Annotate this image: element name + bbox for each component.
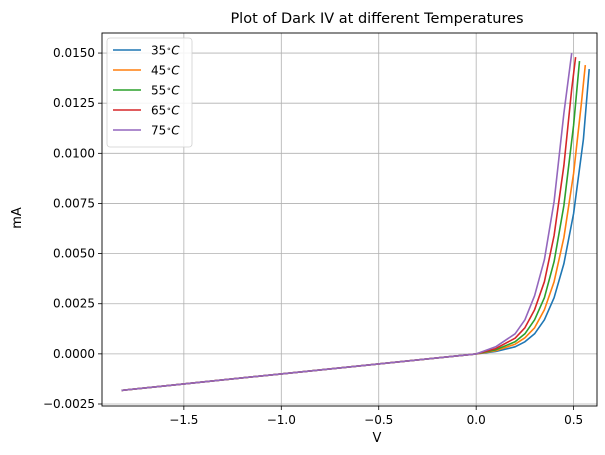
- legend-label-value: 75: [151, 124, 166, 138]
- x-axis-ticks: −1.5 −1.0 −0.5 0.0 0.5: [169, 406, 583, 427]
- legend-label-unit: C: [171, 64, 180, 78]
- y-tick-label: 0.0025: [53, 297, 95, 311]
- y-axis-ticks: −0.0025 0.0000 0.0025 0.0050 0.0075 0.0100 0.0…: [43, 46, 102, 411]
- legend-label-unit: C: [171, 104, 180, 118]
- legend-label-value: 35: [151, 44, 166, 58]
- legend-label-value: 55: [151, 84, 166, 98]
- y-tick-label: 0.0075: [53, 196, 95, 210]
- plot-frame: [101, 32, 598, 407]
- legend-label: 45∘C: [151, 64, 180, 78]
- y-tick-label: 0.0050: [53, 247, 95, 261]
- series-line-75: [121, 52, 573, 392]
- x-tick-label: −1.5: [169, 413, 198, 427]
- x-tick-label: −0.5: [364, 413, 393, 427]
- legend-label: 65∘C: [151, 104, 180, 118]
- y-tick-label: 0.0100: [53, 146, 95, 160]
- y-tick-label: 0.0125: [53, 96, 95, 110]
- legend-label-unit: C: [171, 124, 180, 138]
- legend-label: 75∘C: [151, 124, 180, 138]
- legend-degree-sign: ∘: [166, 85, 171, 94]
- legend-label-value: 65: [151, 104, 166, 118]
- legend-label: 35∘C: [151, 44, 180, 58]
- y-axis-label: mA: [10, 207, 25, 229]
- legend-label-value: 45: [151, 64, 166, 78]
- legend-degree-sign: ∘: [166, 65, 171, 74]
- legend-box: [106, 37, 193, 148]
- legend-degree-sign: ∘: [166, 125, 171, 134]
- legend-degree-sign: ∘: [166, 105, 171, 114]
- legend: 35∘C45∘C55∘C65∘C75∘C: [106, 37, 193, 148]
- x-axis-label: V: [373, 431, 382, 446]
- x-tick-label: 0.5: [564, 413, 583, 427]
- x-tick-label: 0.0: [467, 413, 486, 427]
- chart-title: Plot of Dark IV at different Temperature…: [230, 11, 523, 27]
- legend-label-unit: C: [171, 44, 180, 58]
- y-tick-label: 0.0000: [53, 347, 95, 361]
- x-tick-label: −1.0: [267, 413, 296, 427]
- legend-degree-sign: ∘: [166, 45, 171, 54]
- legend-label-unit: C: [171, 84, 180, 98]
- series-lines: [121, 52, 590, 392]
- legend-label: 55∘C: [151, 84, 180, 98]
- y-tick-label: 0.0150: [53, 46, 95, 60]
- y-tick-label: −0.0025: [43, 397, 95, 411]
